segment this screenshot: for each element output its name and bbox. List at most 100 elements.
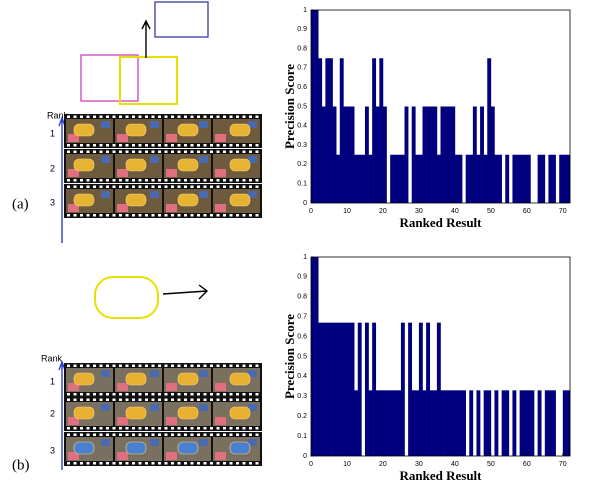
object	[215, 134, 226, 142]
sprocket	[217, 434, 220, 437]
sprocket	[243, 365, 246, 368]
sprocket	[139, 186, 142, 189]
y-tick-label: 0.8	[297, 294, 307, 301]
bar	[390, 155, 394, 203]
sprocket	[119, 434, 122, 437]
x-tick-label: 60	[523, 208, 531, 215]
x-tick-label: 50	[487, 461, 495, 468]
sprocket	[152, 365, 155, 368]
x-tick-label: 20	[379, 208, 387, 215]
object	[199, 156, 208, 163]
sprocket	[165, 393, 168, 396]
sprocket	[139, 399, 142, 402]
bar	[523, 155, 527, 203]
sprocket	[106, 116, 109, 119]
sprocket	[80, 365, 83, 368]
sprocket	[204, 393, 207, 396]
sprocket	[165, 151, 168, 154]
sprocket	[230, 434, 233, 437]
object	[230, 373, 250, 385]
sprocket	[119, 179, 122, 182]
sprocket	[119, 399, 122, 402]
sprocket	[106, 186, 109, 189]
sprocket	[236, 462, 239, 465]
object	[74, 373, 94, 385]
bar	[426, 323, 430, 456]
sprocket	[178, 434, 181, 437]
sprocket	[178, 144, 181, 147]
sprocket	[197, 399, 200, 402]
sprocket	[106, 462, 109, 465]
sprocket	[191, 393, 194, 396]
sprocket	[191, 462, 194, 465]
sprocket	[191, 399, 194, 402]
sprocket	[145, 427, 148, 430]
sprocket	[230, 151, 233, 154]
object	[150, 121, 159, 128]
bar	[351, 323, 355, 456]
sprocket	[243, 434, 246, 437]
sprocket	[145, 214, 148, 217]
bar	[458, 390, 462, 456]
sprocket	[191, 179, 194, 182]
sprocket	[132, 144, 135, 147]
bar	[340, 323, 344, 456]
sprocket	[184, 116, 187, 119]
bar	[401, 155, 405, 203]
sprocket	[93, 179, 96, 182]
sprocket	[158, 151, 161, 154]
sprocket	[171, 393, 174, 396]
sprocket	[93, 393, 96, 396]
bar	[383, 107, 387, 204]
sprocket	[191, 144, 194, 147]
sprocket	[236, 144, 239, 147]
sprocket	[113, 116, 116, 119]
sprocket	[236, 399, 239, 402]
sprocket	[230, 144, 233, 147]
sprocket	[100, 144, 103, 147]
sprocket	[100, 427, 103, 430]
bar	[397, 390, 401, 456]
sprocket	[80, 179, 83, 182]
sprocket	[80, 399, 83, 402]
bar	[419, 155, 423, 203]
bar	[466, 155, 470, 203]
bar	[336, 323, 340, 456]
bar	[552, 155, 556, 203]
x-tick-label: 30	[415, 208, 423, 215]
sprocket	[171, 179, 174, 182]
sprocket	[87, 365, 90, 368]
bar	[372, 323, 376, 456]
object	[178, 159, 198, 171]
sprocket	[132, 179, 135, 182]
sprocket	[145, 365, 148, 368]
sprocket	[158, 434, 161, 437]
sprocket	[249, 399, 252, 402]
bar	[343, 323, 347, 456]
sprocket	[87, 462, 90, 465]
sprocket	[217, 144, 220, 147]
sprocket	[93, 214, 96, 217]
sprocket	[210, 214, 213, 217]
y-axis-label: Precision Score	[282, 64, 297, 149]
sprocket	[223, 393, 226, 396]
x-tick-label: 50	[487, 208, 495, 215]
sprocket	[256, 399, 259, 402]
sprocket	[152, 427, 155, 430]
bar	[448, 390, 452, 456]
sprocket	[165, 365, 168, 368]
sprocket	[178, 399, 181, 402]
bar	[505, 390, 509, 456]
bar	[361, 155, 365, 203]
sprocket	[132, 462, 135, 465]
sprocket	[191, 116, 194, 119]
sprocket	[184, 365, 187, 368]
sprocket	[152, 116, 155, 119]
sprocket	[249, 116, 252, 119]
sprocket	[126, 462, 129, 465]
sprocket	[230, 214, 233, 217]
rank-number: 2	[50, 408, 55, 418]
sprocket	[184, 427, 187, 430]
bar	[476, 390, 480, 456]
sprocket	[158, 144, 161, 147]
